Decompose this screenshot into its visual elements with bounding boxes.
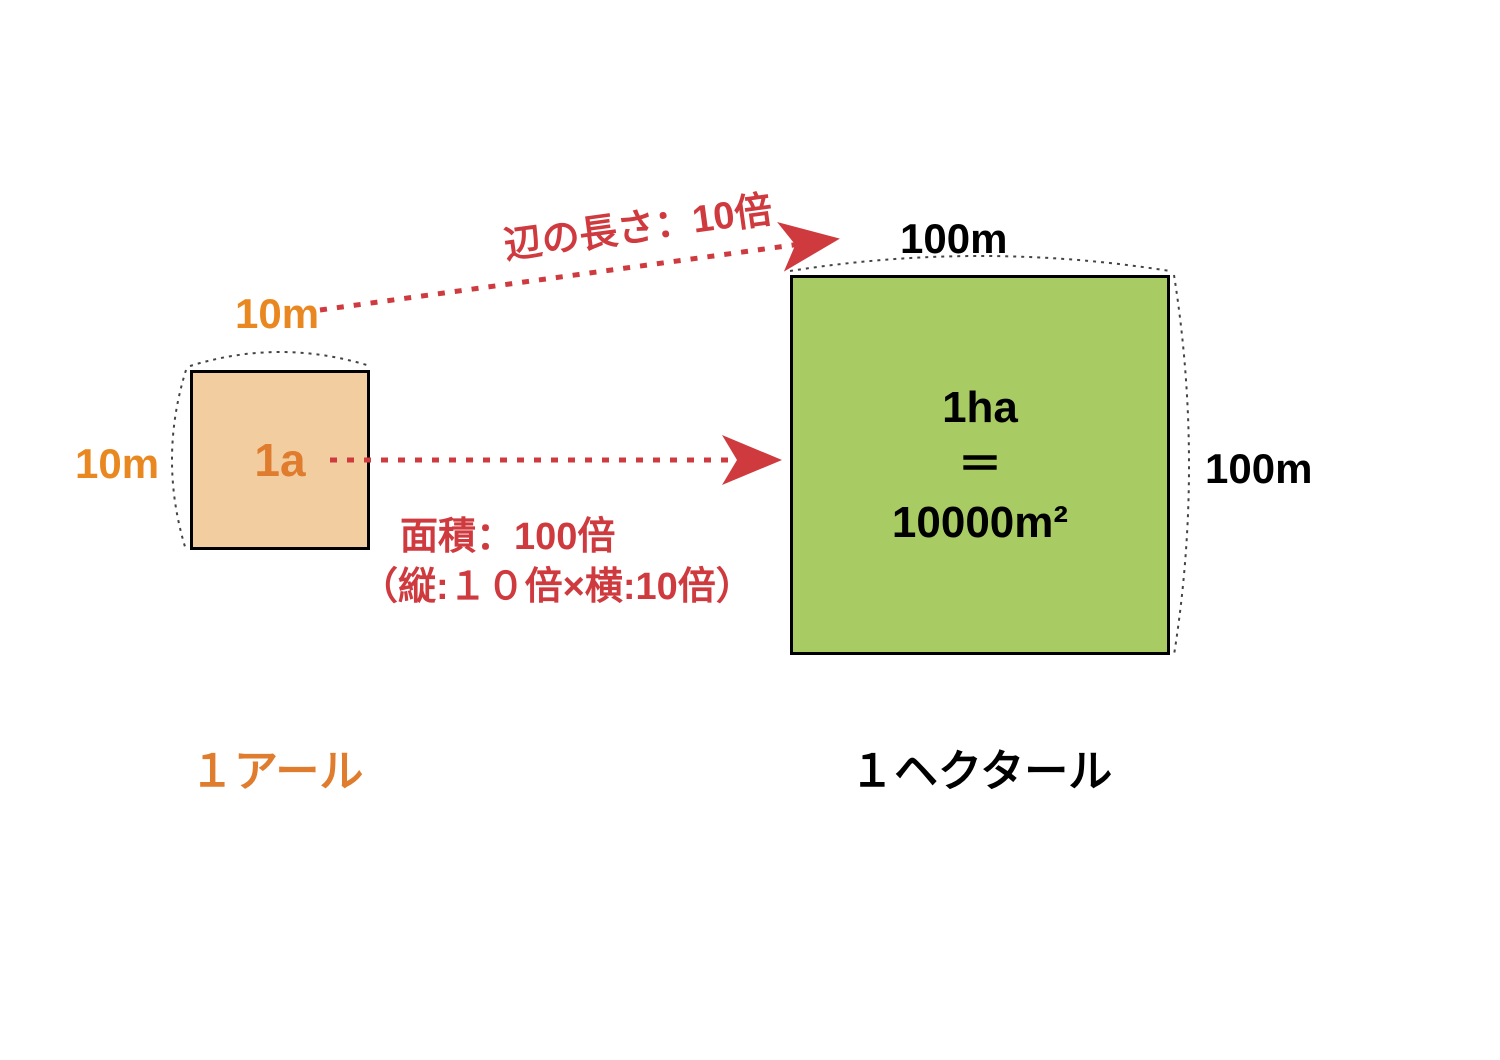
big-line-3: 10000m² xyxy=(892,494,1068,551)
arrow-area-label-line2: （縦:１０倍×横:10倍） xyxy=(360,555,754,610)
dim-small-left: 10m xyxy=(75,440,159,488)
arrow-area-label-line1: 面積：100倍 xyxy=(400,505,615,560)
big-line-1: 1ha xyxy=(942,379,1018,436)
diagram-stage: 1a 1ha ＝ 10000m² 10m 10m 100m 100m １アール … xyxy=(0,0,1500,1060)
brace-big-right xyxy=(1174,275,1189,655)
caption-are: １アール xyxy=(190,735,363,799)
caption-hectare: １ヘクタール xyxy=(850,735,1112,799)
dim-small-top: 10m xyxy=(235,290,319,338)
brace-small-left xyxy=(172,370,186,550)
dim-big-top: 100m xyxy=(900,215,1007,263)
small-square-label: 1a xyxy=(254,433,305,487)
big-line-2: ＝ xyxy=(958,436,1002,493)
brace-small-top xyxy=(190,352,370,366)
small-square-are: 1a xyxy=(190,370,370,550)
big-square-hectare: 1ha ＝ 10000m² xyxy=(790,275,1170,655)
arrow-side-length-label: 辺の長さ：10倍 xyxy=(500,178,775,269)
dim-big-right: 100m xyxy=(1205,445,1312,493)
